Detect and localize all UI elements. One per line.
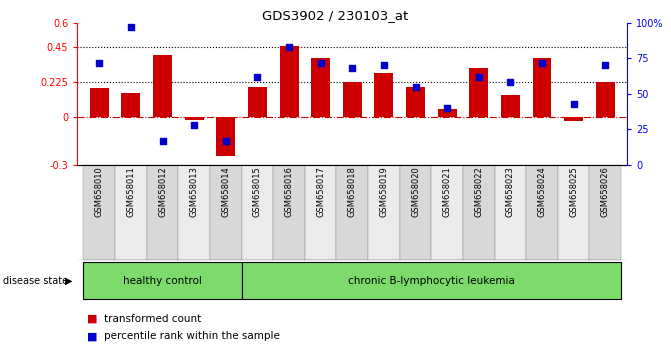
Bar	[280, 46, 299, 118]
Bar	[242, 165, 273, 260]
Bar	[311, 58, 330, 118]
Point	[442, 105, 452, 111]
Bar	[589, 165, 621, 260]
Point	[94, 60, 105, 65]
Text: GSM658026: GSM658026	[601, 166, 610, 217]
FancyBboxPatch shape	[242, 262, 621, 299]
Bar	[153, 55, 172, 118]
Point	[220, 138, 231, 143]
Text: transformed count: transformed count	[104, 314, 201, 324]
Bar	[469, 68, 488, 118]
Text: ■: ■	[87, 331, 98, 341]
Text: GSM658023: GSM658023	[506, 166, 515, 217]
FancyBboxPatch shape	[83, 262, 242, 299]
Bar	[147, 165, 178, 260]
Text: GSM658014: GSM658014	[221, 166, 230, 217]
Point	[474, 74, 484, 80]
Bar	[431, 165, 463, 260]
Text: GSM658025: GSM658025	[569, 166, 578, 217]
Text: chronic B-lymphocytic leukemia: chronic B-lymphocytic leukemia	[348, 275, 515, 286]
Bar	[406, 87, 425, 118]
Bar	[374, 73, 393, 118]
Text: GSM658016: GSM658016	[285, 166, 293, 217]
Bar	[437, 109, 457, 118]
Text: GSM658022: GSM658022	[474, 166, 483, 217]
Text: GSM658017: GSM658017	[316, 166, 325, 217]
Bar	[90, 88, 109, 118]
Bar	[526, 165, 558, 260]
Text: GDS3902 / 230103_at: GDS3902 / 230103_at	[262, 9, 409, 22]
Bar	[83, 165, 115, 260]
Point	[284, 44, 295, 50]
Bar	[115, 165, 147, 260]
Bar	[248, 87, 267, 118]
Bar	[558, 165, 589, 260]
Text: healthy control: healthy control	[123, 275, 202, 286]
Bar	[343, 82, 362, 118]
Text: GSM658012: GSM658012	[158, 166, 167, 217]
Bar	[216, 118, 236, 156]
Point	[315, 60, 326, 65]
Bar	[533, 58, 552, 118]
Point	[600, 63, 611, 68]
Bar	[596, 82, 615, 118]
Bar	[463, 165, 495, 260]
Point	[505, 80, 516, 85]
Bar	[121, 93, 140, 118]
Text: GSM658019: GSM658019	[379, 166, 389, 217]
Point	[252, 74, 263, 80]
Point	[189, 122, 199, 128]
Bar	[368, 165, 400, 260]
Bar	[273, 165, 305, 260]
Text: GSM658020: GSM658020	[411, 166, 420, 217]
Text: GSM658021: GSM658021	[443, 166, 452, 217]
Text: ■: ■	[87, 314, 98, 324]
Point	[410, 84, 421, 90]
Point	[125, 24, 136, 30]
Bar	[178, 165, 210, 260]
Bar	[501, 95, 520, 118]
Bar	[305, 165, 336, 260]
Text: GSM658013: GSM658013	[190, 166, 199, 217]
Bar	[400, 165, 431, 260]
Text: percentile rank within the sample: percentile rank within the sample	[104, 331, 280, 341]
Point	[537, 60, 548, 65]
Bar	[185, 118, 204, 120]
Point	[347, 65, 358, 71]
Text: GSM658024: GSM658024	[537, 166, 546, 217]
Text: GSM658011: GSM658011	[126, 166, 136, 217]
Text: GSM658018: GSM658018	[348, 166, 357, 217]
Text: GSM658010: GSM658010	[95, 166, 104, 217]
Text: ▶: ▶	[65, 275, 72, 286]
Point	[157, 138, 168, 143]
Text: disease state: disease state	[3, 275, 68, 286]
Bar	[495, 165, 526, 260]
Point	[568, 101, 579, 107]
Point	[378, 63, 389, 68]
Bar	[564, 118, 583, 121]
Bar	[336, 165, 368, 260]
Bar	[210, 165, 242, 260]
Text: GSM658015: GSM658015	[253, 166, 262, 217]
